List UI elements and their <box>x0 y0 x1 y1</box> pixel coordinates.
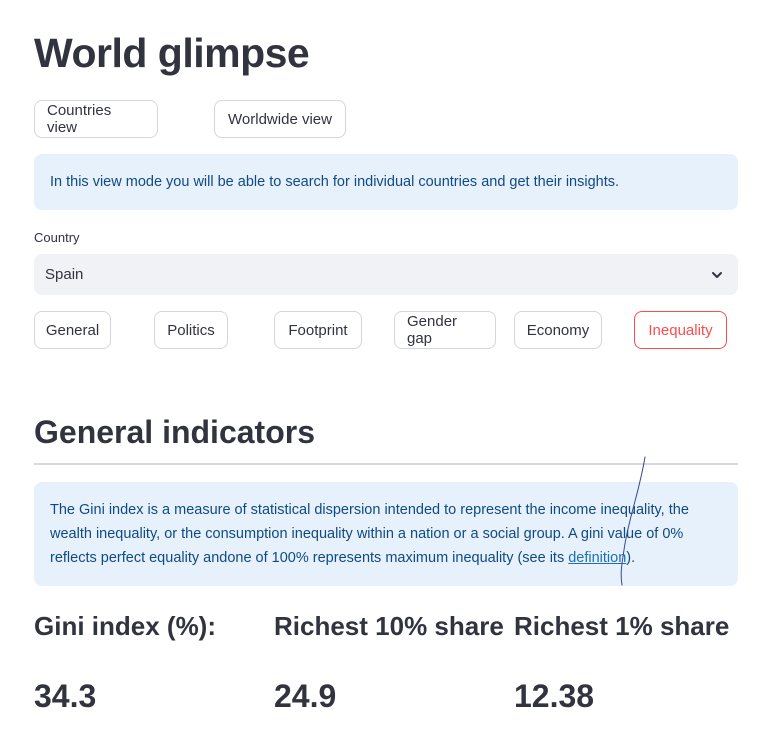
app-title: World glimpse <box>34 30 310 76</box>
richest-10-label: Richest 10% share <box>274 611 504 641</box>
country-select[interactable]: Spain <box>34 254 738 295</box>
category-general-button[interactable]: General <box>34 311 111 349</box>
category-footprint-button[interactable]: Footprint <box>274 311 362 349</box>
category-gender-gap-button[interactable]: Gender gap <box>394 311 496 349</box>
richest-10-value: 24.9 <box>274 678 337 714</box>
gini-info-text: The Gini index is a measure of statistic… <box>50 502 689 566</box>
category-inequality-button[interactable]: Inequality <box>634 311 727 349</box>
gini-index-value: 34.3 <box>34 678 97 714</box>
gini-info-suffix: ). <box>626 550 636 566</box>
section-divider <box>34 463 738 465</box>
gini-index-label: Gini index (%): <box>34 611 216 641</box>
gini-info: The Gini index is a measure of statistic… <box>34 482 738 586</box>
category-politics-button[interactable]: Politics <box>154 311 228 349</box>
countries-view-button[interactable]: Countries view <box>34 100 158 138</box>
worldwide-view-button[interactable]: Worldwide view <box>214 100 346 138</box>
country-label: Country <box>34 230 80 245</box>
definition-link[interactable]: definition <box>568 550 627 566</box>
view-mode-info: In this view mode you will be able to se… <box>34 154 738 210</box>
country-select-value: Spain <box>45 266 84 283</box>
richest-1-value: 12.38 <box>514 678 595 714</box>
richest-1-label: Richest 1% share <box>514 611 730 641</box>
chevron-down-icon <box>712 271 722 278</box>
section-title: General indicators <box>34 414 315 450</box>
category-economy-button[interactable]: Economy <box>514 311 602 349</box>
